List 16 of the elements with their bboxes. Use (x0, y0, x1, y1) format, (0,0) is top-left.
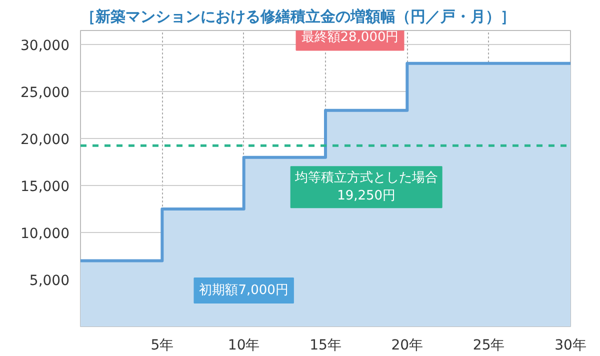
x-tick-label: 25年 (472, 338, 505, 354)
x-tick-label: 5年 (150, 338, 174, 354)
chart-title: ［新築マンションにおける修繕積立金の増額幅（円／戸・月）］ (80, 8, 516, 26)
x-tick-label: 30年 (554, 338, 586, 354)
y-tick-label: 30,000 (20, 38, 70, 54)
y-tick-label: 15,000 (20, 179, 70, 196)
ref-line-label: 均等積立方式とした場合 19,250円 (294, 170, 438, 204)
annotation: 初期額7,000円 (199, 283, 288, 298)
y-tick-label: 25,000 (20, 85, 70, 102)
annotation: 最終額28,000円 (301, 30, 399, 46)
x-tick-label: 10年 (228, 338, 260, 354)
y-tick-label: 5,000 (29, 273, 70, 290)
x-tick-label: 15年 (310, 338, 342, 354)
y-tick-label: 10,000 (20, 226, 70, 242)
x-tick-label: 20年 (391, 338, 424, 354)
y-tick-label: 20,000 (20, 132, 70, 148)
